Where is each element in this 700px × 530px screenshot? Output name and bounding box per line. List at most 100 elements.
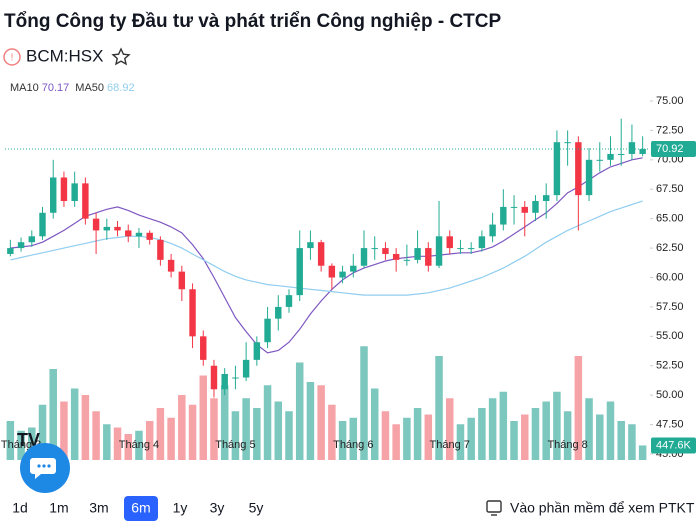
timeframe-button[interactable]: 5y xyxy=(249,500,264,516)
link-icon xyxy=(486,500,502,513)
candle-body xyxy=(392,253,400,260)
volume-bar xyxy=(392,424,400,460)
y-tick-label: 67.50 xyxy=(656,183,684,195)
candle-body xyxy=(446,236,453,249)
timeframe-selected-bg xyxy=(124,496,158,521)
logo-text: TV xyxy=(17,430,40,450)
candle-body xyxy=(167,259,175,272)
y-tick-label: 52.50 xyxy=(656,360,684,372)
volume-bar xyxy=(574,356,583,460)
candle-body xyxy=(596,159,603,161)
volume-bar xyxy=(413,408,422,460)
timeframe-button[interactable]: 3m xyxy=(89,500,108,516)
candle-body xyxy=(296,248,303,296)
candle-body xyxy=(39,212,46,237)
last-volume-label: 447.6K xyxy=(656,439,692,451)
candle-body xyxy=(328,265,336,278)
last-price-label: 70.92 xyxy=(656,143,684,155)
volume-bar xyxy=(542,401,550,460)
candle-body xyxy=(489,224,496,237)
candle-body xyxy=(275,306,282,319)
ma-legend: MA10 70.17 MA50 68.92 xyxy=(10,82,135,94)
timeframe-button[interactable]: 1y xyxy=(173,500,188,516)
y-tick-label: 75.00 xyxy=(656,95,684,107)
title: Tổng Công ty Đầu tư và phát triển Công n… xyxy=(4,11,502,32)
software-link[interactable]: Vào phần mềm để xem PTKT xyxy=(510,500,695,516)
timeframe-button[interactable]: 1m xyxy=(49,500,68,516)
candle-body xyxy=(371,248,378,250)
chat-dot xyxy=(37,464,41,468)
candle-body xyxy=(478,236,486,249)
volume-bar xyxy=(478,408,486,460)
candle-body xyxy=(82,183,89,219)
y-tick-label: 72.50 xyxy=(656,124,684,136)
candle-body xyxy=(617,153,625,155)
volume-bar xyxy=(242,398,250,460)
volume-bar xyxy=(349,417,358,460)
chat-dot xyxy=(47,464,51,468)
volume-bar xyxy=(113,427,122,460)
x-tick-label: Tháng 5 xyxy=(215,439,255,451)
legend-name: MA10 xyxy=(10,82,39,94)
volume-bar xyxy=(210,398,218,460)
candle-body xyxy=(553,142,561,196)
volume-bar xyxy=(70,388,79,460)
volume-bar xyxy=(328,404,336,460)
candle-body xyxy=(435,236,443,266)
volume-bar xyxy=(596,414,604,460)
volume-bar xyxy=(585,398,593,460)
candle-body xyxy=(125,230,132,237)
timeframe-button[interactable]: 1d xyxy=(12,500,28,516)
candle-body xyxy=(60,177,68,202)
tradingview-logo: TV xyxy=(17,430,40,450)
y-tick-label: 57.50 xyxy=(656,301,684,313)
candle-body xyxy=(382,248,389,254)
candle-body xyxy=(50,177,57,213)
volume-bar xyxy=(135,430,143,460)
candle-body xyxy=(189,289,196,337)
volume-bar xyxy=(370,388,379,460)
candle-body xyxy=(285,295,293,307)
volume-bar xyxy=(6,421,15,460)
volume-bar xyxy=(435,356,443,460)
y-tick-label: 62.50 xyxy=(656,242,684,254)
volume-bar xyxy=(360,346,368,460)
chat-dot xyxy=(42,464,46,468)
volume-bar xyxy=(156,408,165,460)
timeframe-button[interactable]: 3y xyxy=(210,500,225,516)
volume-bar xyxy=(617,421,625,460)
plot: 45.0047.5050.0052.5055.0057.5060.0062.50… xyxy=(1,95,696,460)
candle-body xyxy=(232,377,239,379)
volume-bar xyxy=(253,408,261,460)
x-tick-label: Tháng 7 xyxy=(430,439,470,451)
candle-body xyxy=(178,271,186,290)
volume-bar xyxy=(488,398,497,460)
y-tick-label: 60.00 xyxy=(656,271,684,283)
timeframe-button[interactable]: 6m xyxy=(131,500,150,516)
candle-body xyxy=(135,232,143,237)
symbol: BCM:HSX xyxy=(26,46,103,65)
volume-bar xyxy=(167,417,175,460)
candle-body xyxy=(414,248,421,260)
candle-body xyxy=(339,271,346,278)
volume-bar xyxy=(285,411,293,460)
candle-body xyxy=(28,236,36,243)
volume-bar xyxy=(124,434,132,460)
candle-body xyxy=(200,336,207,360)
chat-icon xyxy=(30,458,56,479)
volume-bar xyxy=(60,401,68,460)
favorite-star[interactable] xyxy=(111,47,131,66)
volume-bar xyxy=(49,369,57,460)
volume-bar xyxy=(274,401,283,460)
volume-bar xyxy=(145,421,154,460)
candle-body xyxy=(639,149,646,154)
volume-bar xyxy=(317,385,325,460)
ma-line xyxy=(10,157,643,354)
volume-bar xyxy=(531,408,540,460)
volume-bar xyxy=(103,424,111,460)
candle-body xyxy=(307,242,314,249)
volume-bar xyxy=(199,375,208,460)
candle-body xyxy=(221,373,228,390)
volume-bar xyxy=(606,401,615,460)
